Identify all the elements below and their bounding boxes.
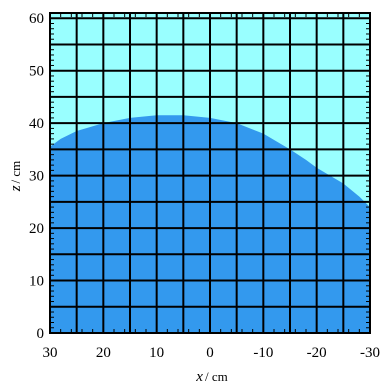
x-tick-labels: 30 20 10 0 -10 -20 -30 [43,345,381,361]
y-axis-label: z/ cm [8,161,24,193]
x-tick-label: -20 [307,345,327,361]
x-axis-var: x [195,369,203,385]
x-tick-label: 0 [206,345,214,361]
y-axis-unit: / cm [8,161,23,184]
x-tick-label: 10 [149,345,164,361]
grid [50,13,370,333]
y-tick-label: 60 [29,11,44,27]
y-tick-label: 20 [29,221,44,237]
x-tick-label: 30 [43,345,58,361]
y-axis-var: z [8,185,24,192]
x-tick-label: 20 [96,345,111,361]
y-tick-label: 0 [37,326,45,342]
y-tick-labels: 0 10 20 30 40 50 60 [29,11,44,342]
x-tick-label: -30 [360,345,380,361]
x-axis-label: x / cm [195,369,227,385]
plot-frame [49,12,371,334]
x-tick-label: -10 [253,345,273,361]
x-axis-unit: / cm [205,369,228,384]
y-tick-label: 30 [29,169,44,185]
y-tick-label: 50 [29,64,44,80]
y-tick-label: 10 [29,274,44,290]
y-tick-label: 40 [29,116,44,132]
